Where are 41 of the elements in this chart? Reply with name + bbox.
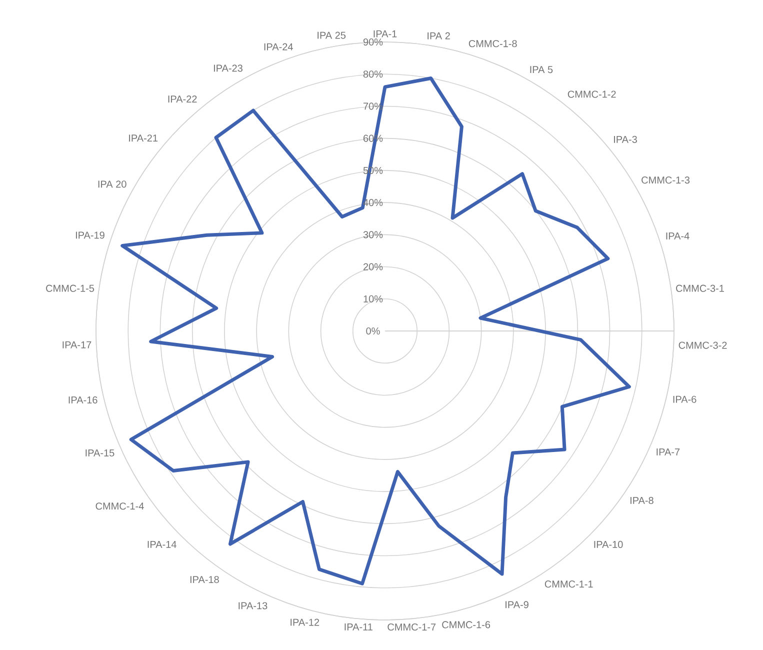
spoke-label: CMMC-1-7 xyxy=(388,623,436,631)
spoke-label: IPA-12 xyxy=(290,618,320,626)
spoke-label: CMMC-1-4 xyxy=(96,502,144,510)
spoke-label: IPA-7 xyxy=(656,448,680,456)
y-tick-label: 10% xyxy=(364,295,383,302)
spoke-label: CMMC-1-3 xyxy=(642,176,690,184)
spoke-label: IPA-18 xyxy=(190,576,219,584)
spoke-label: IPA-23 xyxy=(214,64,242,72)
y-tick-label: 90% xyxy=(363,38,383,46)
spoke-label: IPA-13 xyxy=(238,602,268,610)
spoke-label: IPA-15 xyxy=(86,449,114,456)
spoke-label: IPA-1 xyxy=(374,30,397,38)
spoke-label: IPA-9 xyxy=(506,601,528,608)
y-tick-label: 0% xyxy=(366,327,380,335)
spoke-label: IPA-14 xyxy=(148,540,176,548)
spoke-label: IPA-22 xyxy=(168,96,197,102)
spoke-label: IPA 25 xyxy=(318,32,346,39)
spoke-label: IPA 20 xyxy=(98,180,126,188)
spoke-label: CMMC-3-2 xyxy=(678,342,727,349)
spoke-label: IPA-11 xyxy=(344,623,372,630)
spoke-label: IPA 2 xyxy=(428,32,450,40)
spoke-label: IPA-10 xyxy=(594,540,623,548)
spoke-label: IPA-16 xyxy=(68,396,98,404)
spoke-label: CMMC-1-2 xyxy=(568,90,616,98)
spoke-label: IPA-19 xyxy=(76,232,104,239)
spoke-label: IPA-4 xyxy=(666,232,690,240)
spoke-label: CMMC-1-5 xyxy=(46,284,94,292)
spoke-label: CMMC-1-1 xyxy=(544,580,593,588)
spoke-label: IPA-17 xyxy=(62,341,92,348)
spoke-label: IPA-21 xyxy=(129,134,158,142)
spoke-label: IPA 5 xyxy=(530,66,553,74)
spoke-label: CMMC-1-8 xyxy=(468,40,517,48)
spoke-label: CMMC-1-6 xyxy=(442,621,490,628)
spoke-label: IPA-3 xyxy=(614,136,637,143)
spoke-label: IPA-24 xyxy=(264,43,293,50)
y-tick-label: 30% xyxy=(363,231,383,238)
spoke-label: IPA-6 xyxy=(673,396,696,403)
y-tick-label: 80% xyxy=(363,70,383,78)
spoke-label: CMMC-3-1 xyxy=(676,284,724,292)
y-tick-label: 20% xyxy=(363,263,383,270)
spoke-label: IPA-8 xyxy=(630,496,654,504)
